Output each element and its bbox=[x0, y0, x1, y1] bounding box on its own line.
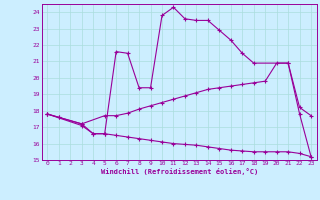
X-axis label: Windchill (Refroidissement éolien,°C): Windchill (Refroidissement éolien,°C) bbox=[100, 168, 258, 175]
